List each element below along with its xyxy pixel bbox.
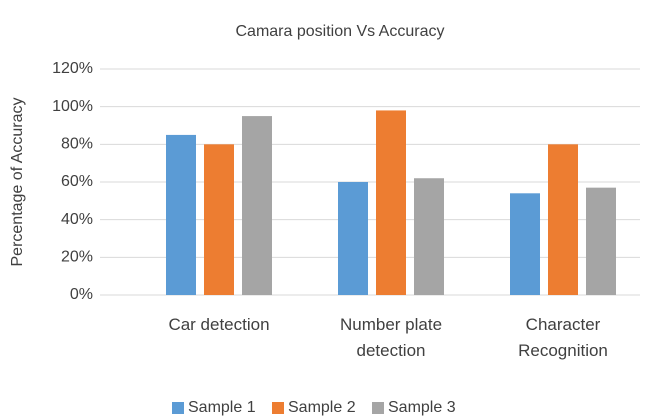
y-tick-label: 0% xyxy=(70,286,93,303)
y-tick-label: 100% xyxy=(52,98,93,115)
bar xyxy=(338,182,368,295)
bar xyxy=(242,116,272,295)
y-tick-label: 120% xyxy=(52,60,93,77)
y-tick-label: 40% xyxy=(61,211,93,228)
bar xyxy=(586,187,616,295)
y-tick-label: 60% xyxy=(61,173,93,190)
x-tick-label: Car detection xyxy=(168,315,270,334)
y-tick-label: 80% xyxy=(61,136,93,153)
legend-label: Sample 1 xyxy=(188,399,256,416)
bar xyxy=(510,193,540,295)
legend-swatch xyxy=(372,402,384,414)
legend-label: Sample 2 xyxy=(288,399,356,416)
x-tick-label: Number plate detection xyxy=(339,315,443,360)
legend-swatch xyxy=(172,402,184,414)
legend-label: Sample 3 xyxy=(388,399,456,416)
y-axis-label: Percentage of Accuracy xyxy=(9,98,26,267)
chart-title: Camara position Vs Accuracy xyxy=(236,23,445,40)
bar xyxy=(204,144,234,295)
legend-swatch xyxy=(272,402,284,414)
bar xyxy=(548,144,578,295)
bar xyxy=(414,178,444,295)
y-tick-label: 20% xyxy=(61,249,93,266)
bar xyxy=(376,110,406,295)
x-tick-label: Character Recognition xyxy=(518,315,608,360)
bar xyxy=(166,134,196,295)
